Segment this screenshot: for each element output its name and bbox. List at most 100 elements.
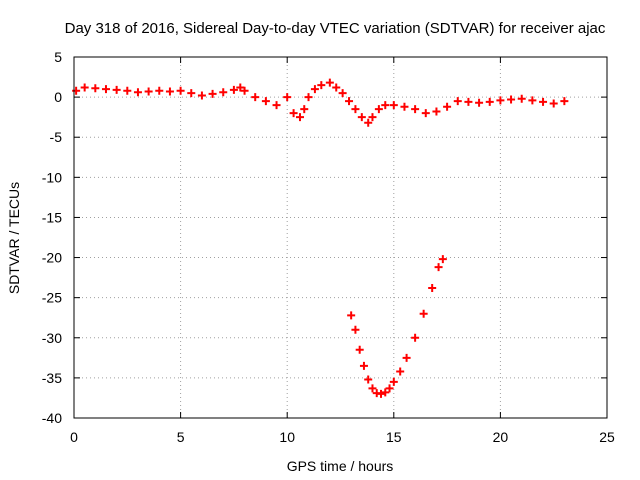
data-point — [421, 109, 430, 118]
y-tick-label: 5 — [54, 49, 62, 65]
data-point — [368, 384, 377, 393]
data-point — [549, 99, 558, 108]
data-point — [144, 87, 153, 96]
data-point — [351, 105, 360, 114]
axis-ticks — [73, 56, 608, 419]
data-point — [438, 255, 447, 264]
data-point — [443, 102, 452, 111]
data-point — [176, 86, 185, 95]
x-tick-label: 25 — [599, 429, 615, 445]
data-point — [240, 86, 249, 95]
y-tick-label: -25 — [42, 290, 62, 306]
y-tick-label: -30 — [42, 330, 62, 346]
data-point — [91, 84, 100, 93]
data-point — [389, 101, 398, 110]
data-point — [434, 263, 443, 272]
data-point — [359, 361, 368, 370]
data-point — [332, 83, 341, 92]
y-tick-label: -15 — [42, 209, 62, 225]
series-v-dip — [347, 255, 447, 398]
data-point — [389, 377, 398, 386]
data-point — [236, 83, 245, 92]
data-point — [428, 284, 437, 293]
x-axis-label: GPS time / hours — [287, 458, 394, 474]
data-point — [289, 109, 298, 118]
data-point — [80, 83, 89, 92]
y-axis-label: SDTVAR / TECUs — [6, 182, 22, 294]
y-tick-label: 0 — [54, 89, 62, 105]
data-point — [123, 86, 132, 95]
data-point — [517, 94, 526, 103]
data-point — [411, 105, 420, 114]
x-tick-label: 15 — [386, 429, 402, 445]
data-point — [419, 309, 428, 318]
data-point — [112, 85, 121, 94]
y-tick-label: -10 — [42, 169, 62, 185]
data-point — [317, 81, 326, 90]
x-tick-label: 0 — [70, 429, 78, 445]
data-point — [411, 333, 420, 342]
data-point — [351, 325, 360, 334]
data-point — [338, 89, 347, 98]
data-point — [272, 101, 281, 110]
data-point — [295, 113, 304, 122]
grid-lines — [74, 57, 607, 418]
data-point — [453, 97, 462, 106]
data-point — [539, 97, 548, 106]
chart-title: Day 318 of 2016, Sidereal Day-to-day VTE… — [65, 20, 606, 37]
y-tick-label: -40 — [42, 410, 62, 426]
data-point — [364, 118, 373, 127]
data-points — [72, 78, 569, 398]
data-point — [402, 353, 411, 362]
data-point — [475, 98, 484, 107]
data-point — [300, 105, 309, 114]
data-point — [374, 105, 383, 114]
data-point — [101, 85, 110, 94]
data-point — [345, 97, 354, 106]
data-point — [400, 102, 409, 111]
plot-border — [73, 56, 608, 419]
data-point — [355, 345, 364, 354]
x-tick-label: 5 — [177, 429, 185, 445]
data-point — [208, 89, 217, 98]
x-tick-label: 20 — [493, 429, 509, 445]
data-point — [377, 389, 386, 398]
data-point — [507, 95, 516, 104]
data-point — [251, 93, 260, 102]
data-point — [187, 89, 196, 98]
data-point — [485, 97, 494, 106]
data-point — [165, 87, 174, 96]
y-tick-label: -5 — [50, 129, 63, 145]
data-point — [304, 93, 313, 102]
data-point — [464, 97, 473, 106]
y-tick-label: -35 — [42, 370, 62, 386]
data-point — [381, 388, 390, 397]
data-point — [368, 113, 377, 122]
data-point — [310, 85, 319, 94]
data-point — [496, 96, 505, 105]
series-main-band — [72, 78, 569, 127]
data-point — [283, 93, 292, 102]
data-point — [229, 85, 238, 94]
data-point — [432, 107, 441, 116]
data-point — [528, 96, 537, 105]
y-tick-label: -20 — [42, 250, 62, 266]
data-point — [261, 97, 270, 106]
data-point — [197, 91, 206, 100]
y-tick-labels: 5 0 -5 -10 -15 -20 -25 -30 -35 -40 — [42, 49, 62, 426]
x-tick-labels: 0 5 10 15 20 25 — [70, 429, 615, 445]
data-point — [357, 113, 366, 122]
data-point — [560, 97, 569, 106]
data-point — [133, 88, 142, 97]
data-point — [385, 384, 394, 393]
data-point — [381, 101, 390, 110]
data-point — [347, 311, 356, 320]
data-point — [396, 367, 405, 376]
x-tick-label: 10 — [279, 429, 295, 445]
data-point — [364, 375, 373, 384]
data-point — [72, 86, 81, 95]
data-point — [325, 78, 334, 87]
data-point — [219, 88, 228, 97]
data-point — [155, 86, 164, 95]
